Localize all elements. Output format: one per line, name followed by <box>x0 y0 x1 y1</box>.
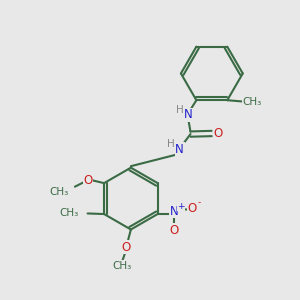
Text: O: O <box>121 241 130 254</box>
Text: O: O <box>214 127 223 140</box>
Text: O: O <box>170 224 179 237</box>
Text: N: N <box>170 205 179 218</box>
Text: N: N <box>184 108 193 122</box>
Text: +: + <box>177 202 185 211</box>
Text: H: H <box>167 140 175 149</box>
Text: H: H <box>176 105 184 115</box>
Text: O: O <box>84 174 93 187</box>
Text: CH₃: CH₃ <box>112 261 132 271</box>
Text: -: - <box>197 198 200 207</box>
Text: CH₃: CH₃ <box>49 187 68 197</box>
Text: N: N <box>175 143 184 156</box>
Text: CH₃: CH₃ <box>59 208 79 218</box>
Text: CH₃: CH₃ <box>242 97 261 107</box>
Text: O: O <box>188 202 197 215</box>
